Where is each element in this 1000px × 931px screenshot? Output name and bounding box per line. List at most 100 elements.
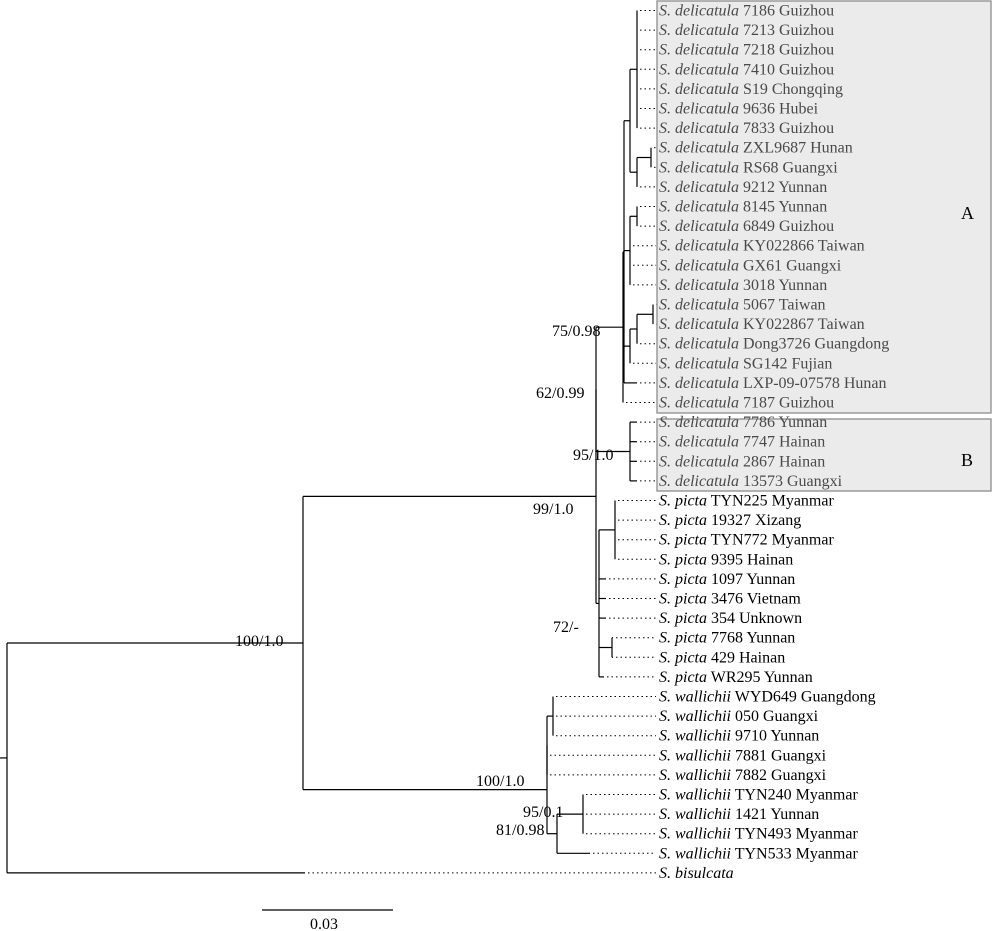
taxon-specimen-locality: TYN772 Myanmar xyxy=(707,532,834,549)
taxon-label: S. delicatula 8145 Yunnan xyxy=(659,199,827,216)
taxon-label: S. delicatula 2867 Hainan xyxy=(659,453,825,470)
taxon-specimen-locality: 7213 Guizhou xyxy=(739,22,834,39)
taxon-label: S. delicatula KY022867 Taiwan xyxy=(659,316,865,333)
taxon-label: S. delicatula 7786 Yunnan xyxy=(659,414,827,431)
taxon-specimen-locality: 429 Hainan xyxy=(707,649,785,666)
taxon-species-name: S. bisulcata xyxy=(659,865,734,882)
taxon-label: S. delicatula S19 Chongqing xyxy=(659,81,843,98)
taxon-label: S. delicatula 7218 Guizhou xyxy=(659,42,834,59)
taxon-specimen-locality: Dong3726 Guangdong xyxy=(739,336,889,353)
taxon-species-name: S. delicatula xyxy=(659,414,739,431)
taxon-label: S. wallichii TYN240 Myanmar xyxy=(659,787,858,804)
taxon-label: S. delicatula 5067 Taiwan xyxy=(659,297,826,314)
support-value: 81/0.98 xyxy=(496,822,544,839)
taxon-label: S. picta 7768 Yunnan xyxy=(659,630,795,647)
taxon-label: S. delicatula 9212 Yunnan xyxy=(659,179,827,196)
taxon-specimen-locality: 13573 Guangxi xyxy=(739,473,843,490)
taxon-specimen-locality: 7218 Guizhou xyxy=(739,42,834,59)
taxon-specimen-locality: SG142 Fujian xyxy=(739,355,832,372)
taxon-label: S. delicatula GX61 Guangxi xyxy=(659,257,842,274)
taxon-species-name: S. wallichii xyxy=(659,728,731,745)
taxon-specimen-locality: 050 Guangxi xyxy=(731,708,819,725)
support-value: 95/1.0 xyxy=(573,447,613,464)
taxon-label: S. picta 1097 Yunnan xyxy=(659,571,795,588)
taxon-label: S. picta 19327 Xizang xyxy=(659,512,801,529)
taxon-specimen-locality: 1421 Yunnan xyxy=(731,806,819,823)
taxon-specimen-locality: S19 Chongqing xyxy=(739,81,843,98)
taxon-specimen-locality: 7786 Yunnan xyxy=(739,414,827,431)
taxon-specimen-locality: 7187 Guizhou xyxy=(739,395,834,412)
taxon-specimen-locality: GX61 Guangxi xyxy=(739,257,842,274)
taxon-species-name: S. picta xyxy=(659,610,707,627)
taxon-label: S. picta WR295 Yunnan xyxy=(659,669,813,686)
taxon-species-name: S. wallichii xyxy=(659,747,731,764)
taxon-label: S. picta 354 Unknown xyxy=(659,610,802,627)
taxon-specimen-locality: 7747 Hainan xyxy=(739,434,825,451)
taxon-species-name: S. wallichii xyxy=(659,689,731,706)
taxon-species-name: S. delicatula xyxy=(659,297,739,314)
taxon-label: S. delicatula 7213 Guizhou xyxy=(659,22,834,39)
taxon-species-name: S. delicatula xyxy=(659,218,739,235)
taxon-specimen-locality: 7768 Yunnan xyxy=(707,630,795,647)
taxon-species-name: S. delicatula xyxy=(659,375,739,392)
taxon-species-name: S. delicatula xyxy=(659,159,739,176)
taxon-label: S. delicatula LXP-09-07578 Hunan xyxy=(659,375,887,392)
taxon-species-name: S. wallichii xyxy=(659,767,731,784)
taxon-label: S. wallichii 050 Guangxi xyxy=(659,708,819,725)
taxon-species-name: S. wallichii xyxy=(659,845,731,862)
taxon-species-name: S. wallichii xyxy=(659,787,731,804)
taxon-label: S. delicatula KY022866 Taiwan xyxy=(659,238,865,255)
taxon-species-name: S. delicatula xyxy=(659,199,739,216)
taxon-label: S. delicatula 9636 Hubei xyxy=(659,101,819,118)
taxon-species-name: S. picta xyxy=(659,630,707,647)
taxon-label: S. wallichii 7881 Guangxi xyxy=(659,747,827,764)
taxon-specimen-locality: 1097 Yunnan xyxy=(707,571,795,588)
taxon-specimen-locality: 19327 Xizang xyxy=(707,512,801,529)
taxon-label: S. delicatula SG142 Fujian xyxy=(659,355,832,372)
taxon-label: S. wallichii 1421 Yunnan xyxy=(659,806,819,823)
taxon-specimen-locality: TYN493 Myanmar xyxy=(731,826,858,843)
taxon-specimen-locality: 3476 Vietnam xyxy=(707,591,801,608)
taxon-specimen-locality: TYN533 Myanmar xyxy=(731,845,858,862)
taxon-label: S. picta TYN225 Myanmar xyxy=(659,493,834,510)
taxon-species-name: S. wallichii xyxy=(659,708,731,725)
taxon-species-name: S. delicatula xyxy=(659,61,739,78)
taxon-species-name: S. delicatula xyxy=(659,277,739,294)
taxon-specimen-locality: RS68 Guangxi xyxy=(739,159,838,176)
taxon-species-name: S. picta xyxy=(659,493,707,510)
taxon-specimen-locality: WR295 Yunnan xyxy=(707,669,813,686)
taxon-species-name: S. wallichii xyxy=(659,826,731,843)
taxon-species-name: S. picta xyxy=(659,532,707,549)
taxon-species-name: S. delicatula xyxy=(659,179,739,196)
clade-b-box xyxy=(656,418,992,492)
support-value: 99/1.0 xyxy=(533,501,573,518)
support-value: 95/0.1 xyxy=(523,804,563,821)
taxon-label: S. wallichii TYN493 Myanmar xyxy=(659,826,858,843)
scale-bar-label: 0.03 xyxy=(310,916,338,931)
taxon-label: S. wallichii 7882 Guangxi xyxy=(659,767,827,784)
tip-guides xyxy=(308,10,656,874)
taxon-label: S. wallichii WYD649 Guangdong xyxy=(659,689,876,706)
taxon-species-name: S. delicatula xyxy=(659,140,739,157)
taxon-specimen-locality: 3018 Yunnan xyxy=(739,277,827,294)
taxon-species-name: S. delicatula xyxy=(659,316,739,333)
taxon-specimen-locality: 7882 Guangxi xyxy=(731,767,827,784)
taxon-specimen-locality: 7881 Guangxi xyxy=(731,747,827,764)
taxon-specimen-locality: 7410 Guizhou xyxy=(739,61,834,78)
taxon-specimen-locality: 9395 Hainan xyxy=(707,551,793,568)
taxon-species-name: S. delicatula xyxy=(659,22,739,39)
taxon-label: S. wallichii TYN533 Myanmar xyxy=(659,845,858,862)
taxon-species-name: S. delicatula xyxy=(659,42,739,59)
taxon-label: S. delicatula 7186 Guizhou xyxy=(659,3,834,20)
taxon-label: S. wallichii 9710 Yunnan xyxy=(659,728,819,745)
taxon-label: S. picta 3476 Vietnam xyxy=(659,591,801,608)
taxon-species-name: S. delicatula xyxy=(659,453,739,470)
support-value: 75/0.98 xyxy=(552,323,600,340)
taxon-label: S. delicatula ZXL9687 Hunan xyxy=(659,140,853,157)
taxon-specimen-locality: WYD649 Guangdong xyxy=(731,689,876,706)
taxon-specimen-locality: 9710 Yunnan xyxy=(731,728,819,745)
taxon-specimen-locality: TYN225 Myanmar xyxy=(707,493,834,510)
clade-a-label: A xyxy=(961,203,974,223)
taxon-label: S. delicatula 7410 Guizhou xyxy=(659,61,834,78)
